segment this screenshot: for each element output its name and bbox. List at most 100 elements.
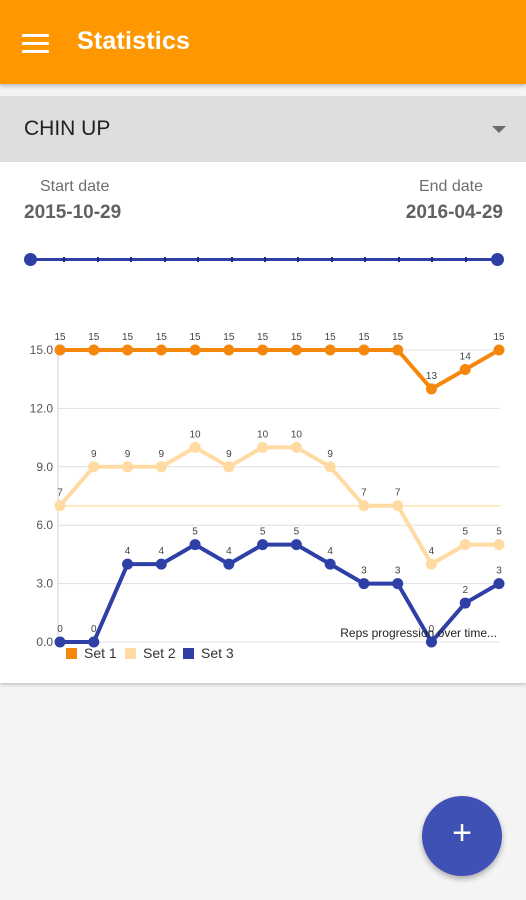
- hamburger-menu-icon[interactable]: [22, 34, 49, 54]
- date-range-slider[interactable]: [24, 252, 504, 268]
- end-date-label: End date: [418, 178, 483, 195]
- data-label-set1: 15: [54, 332, 66, 343]
- range-tick: [330, 257, 333, 262]
- data-point-set3: [324, 558, 336, 570]
- data-label-set2: 5: [496, 527, 502, 538]
- data-point-set1: [358, 344, 370, 356]
- y-tick-label: 3.0: [36, 577, 53, 591]
- data-label-set1: 15: [358, 332, 370, 343]
- data-point-set2: [358, 500, 370, 512]
- range-tick: [397, 257, 400, 262]
- range-tick: [364, 257, 367, 262]
- range-tick: [264, 257, 266, 262]
- data-point-set2: [122, 461, 134, 473]
- range-start-thumb[interactable]: [24, 253, 37, 266]
- range-tick: [96, 257, 99, 262]
- data-label-set1: 15: [88, 332, 100, 343]
- data-point-set1: [392, 344, 404, 356]
- legend-label-set1: Set 1: [84, 645, 117, 661]
- data-point-set1: [493, 344, 505, 356]
- data-label-set1: 15: [493, 332, 505, 343]
- data-point-set2: [223, 461, 235, 473]
- data-point-set1: [189, 344, 201, 356]
- data-point-set1: [54, 344, 66, 356]
- range-end-thumb[interactable]: [491, 253, 504, 266]
- data-label-set3: 0: [429, 624, 435, 635]
- range-tick: [163, 257, 166, 262]
- data-label-set2: 10: [291, 429, 303, 440]
- data-label-set3: 4: [226, 546, 232, 557]
- data-label-set1: 13: [426, 371, 438, 382]
- data-point-set3: [189, 539, 201, 551]
- data-point-set2: [459, 539, 471, 551]
- data-point-set1: [223, 344, 235, 356]
- chart-description: Reps progression over time...: [340, 626, 497, 640]
- data-label-set1: 15: [223, 332, 235, 343]
- data-point-set1: [324, 344, 336, 356]
- data-label-set3: 0: [57, 624, 63, 635]
- data-point-set3: [122, 558, 134, 570]
- data-point-set2: [425, 558, 437, 570]
- legend-swatch-set1: [66, 648, 77, 659]
- exercise-dropdown[interactable]: CHIN UP: [0, 96, 526, 162]
- data-point-set2: [392, 500, 404, 512]
- series-line-set1: [58, 348, 501, 391]
- data-label-set2: 10: [257, 429, 269, 440]
- data-point-set2: [493, 539, 505, 551]
- data-label-set2: 7: [361, 488, 367, 499]
- range-tick: [63, 257, 66, 262]
- data-point-set1: [122, 344, 134, 356]
- range-tick: [197, 257, 200, 262]
- series-line-set2: [58, 445, 501, 567]
- exercise-selected-label: CHIN UP: [24, 117, 111, 140]
- start-date-value[interactable]: 2015-10-29: [24, 202, 122, 223]
- data-label-set2: 9: [159, 449, 165, 460]
- data-label-set3: 5: [294, 527, 300, 538]
- data-point-set3: [493, 578, 505, 590]
- y-tick-label: 12.0: [30, 401, 54, 415]
- data-label-set1: 15: [325, 332, 337, 343]
- data-label-set1: 15: [291, 332, 303, 343]
- start-date-label: Start date: [40, 178, 110, 195]
- data-label-set3: 2: [462, 585, 468, 596]
- data-label-set3: 0: [91, 624, 97, 635]
- data-point-set2: [155, 461, 167, 473]
- data-point-set2: [88, 461, 100, 473]
- data-label-set1: 15: [122, 332, 134, 343]
- data-label-set2: 4: [429, 546, 435, 557]
- data-label-set1: 15: [392, 332, 404, 343]
- data-point-set2: [290, 441, 302, 453]
- data-point-set3: [459, 597, 471, 609]
- range-tick: [230, 257, 233, 262]
- range-track: [30, 257, 498, 262]
- end-date-value[interactable]: 2016-04-29: [405, 202, 503, 223]
- y-tick-label: 6.0: [36, 518, 53, 532]
- range-tick: [297, 257, 300, 262]
- data-point-set1: [459, 363, 471, 375]
- data-point-set3: [155, 558, 167, 570]
- range-tick: [431, 257, 434, 262]
- data-label-set1: 15: [156, 332, 168, 343]
- data-point-set3: [392, 578, 404, 590]
- data-point-set3: [54, 636, 66, 648]
- data-label-set3: 3: [496, 566, 502, 577]
- data-point-set3: [223, 558, 235, 570]
- data-point-set1: [290, 344, 302, 356]
- statistics-card: Start date 2015-10-29 End date 2016-04-2…: [0, 162, 526, 683]
- add-button[interactable]: +: [422, 796, 502, 876]
- data-label-set3: 4: [159, 546, 165, 557]
- data-label-set3: 5: [192, 527, 198, 538]
- data-label-set2: 9: [125, 449, 131, 460]
- data-point-set1: [425, 383, 437, 395]
- legend-swatch-set2: [125, 648, 136, 659]
- data-point-set3: [425, 636, 437, 648]
- add-icon: +: [452, 814, 472, 852]
- data-point-set1: [155, 344, 167, 356]
- y-tick-label: 9.0: [36, 460, 53, 474]
- data-point-set1: [88, 344, 100, 356]
- data-label-set2: 7: [57, 488, 63, 499]
- data-label-set3: 3: [395, 566, 401, 577]
- data-label-set3: 4: [327, 546, 333, 557]
- range-tick: [464, 257, 467, 262]
- range-tick: [130, 257, 133, 262]
